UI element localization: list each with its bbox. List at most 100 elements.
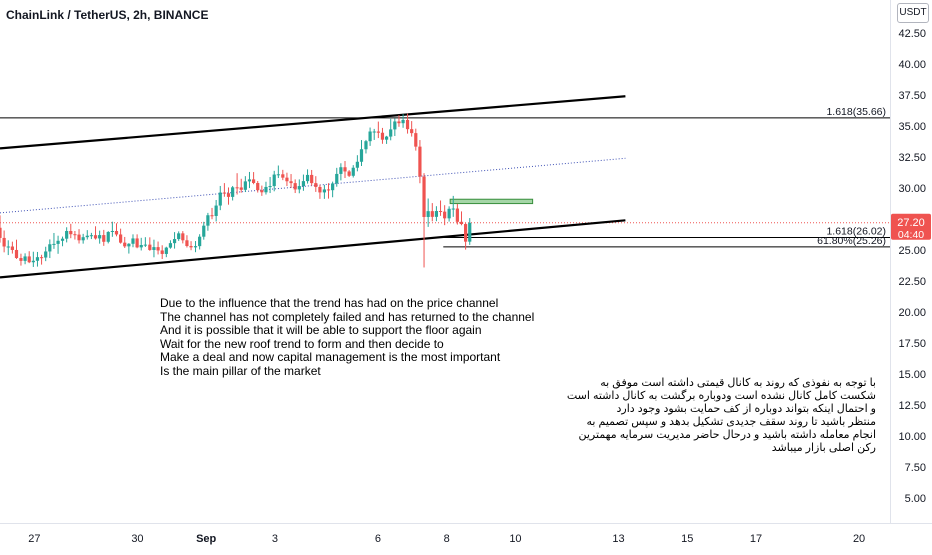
candle-body [331, 183, 335, 191]
candle-body [85, 235, 89, 238]
persian-annotation: با توجه به نفوذی که روند به کانال قیمتی … [566, 377, 876, 454]
candle-body [310, 174, 314, 184]
candle-body [31, 260, 35, 263]
candle-body [6, 246, 10, 248]
candle-body [401, 119, 405, 124]
time-tick-label: 30 [131, 533, 143, 545]
candle-body [343, 167, 347, 172]
candle-body [143, 244, 147, 246]
candle-body [443, 211, 447, 219]
candle-body [226, 193, 231, 197]
candle-body [193, 246, 198, 248]
candle-body [156, 247, 160, 251]
candle-body [168, 243, 173, 248]
candle-body [65, 230, 69, 239]
candle-body [198, 236, 202, 247]
candle-body [447, 208, 451, 219]
price-tick-label: 42.50 [898, 28, 926, 40]
candle-body [459, 221, 464, 225]
candle-body [210, 215, 214, 217]
candle-body [451, 208, 455, 210]
candle-body [93, 235, 98, 239]
time-tick-label: 27 [28, 533, 40, 545]
candle-body [276, 174, 280, 176]
candle-body [35, 257, 40, 261]
price-tick-label: 12.50 [898, 400, 926, 412]
candle-body [231, 187, 235, 197]
candle-body [272, 174, 276, 187]
price-tick-label: 37.50 [898, 90, 926, 102]
candle-body [351, 167, 355, 176]
candle-body [56, 240, 60, 244]
time-tick-label: 13 [612, 533, 624, 545]
time-tick-label: 17 [750, 533, 762, 545]
candle-body [189, 246, 193, 248]
candle-body [131, 238, 135, 244]
candle-body [77, 234, 81, 241]
price-tick-label: 20.00 [898, 307, 926, 319]
candle-body [222, 192, 226, 194]
candle-body [152, 247, 156, 250]
candle-body [297, 186, 301, 190]
price-tick-label: 17.50 [898, 338, 926, 350]
candle-body [260, 190, 264, 193]
candle-body [39, 257, 44, 259]
english-annotation: Due to the influence that the trend has … [160, 296, 535, 378]
price-tick-label: 25.00 [898, 245, 926, 257]
candle-body [81, 237, 85, 241]
price-tick-label: 35.00 [898, 121, 926, 133]
candle-body [135, 238, 139, 248]
fib-level-label: 1.618(26.02) [826, 225, 886, 237]
channel-mid-line [0, 157, 626, 214]
candle-body [251, 179, 256, 183]
candle-body [110, 230, 114, 232]
candle-body [268, 186, 272, 188]
candle-body [368, 131, 372, 142]
candle-body [455, 208, 459, 222]
candle-body [164, 247, 168, 254]
candle-body [247, 179, 252, 182]
candle-body [60, 238, 65, 241]
candle-body [410, 129, 414, 134]
candle-body [339, 167, 343, 174]
candle-body [314, 183, 318, 187]
candle-body [202, 225, 206, 237]
candle-body [285, 177, 289, 182]
time-tick-label: 10 [509, 533, 521, 545]
candle-body [2, 237, 6, 247]
price-tick-label: 40.00 [898, 59, 926, 71]
candle-body [177, 233, 181, 240]
candle-body [23, 256, 27, 261]
time-tick-label: 8 [444, 533, 450, 545]
price-tick-label: 5.00 [905, 493, 926, 505]
time-tick-label: 3 [272, 533, 278, 545]
candle-body [102, 235, 106, 242]
candle-body [318, 186, 322, 193]
price-tick-label: 30.00 [898, 183, 926, 195]
price-tick-label: 22.50 [898, 276, 926, 288]
candle-body [359, 149, 364, 162]
price-tick-label: 32.50 [898, 152, 926, 164]
countdown-label: 04:40 [898, 229, 924, 241]
candle-body [214, 205, 218, 216]
candle-body [426, 211, 430, 217]
fib-level-label: 61.80%(25.26) [817, 235, 886, 247]
price-tick-label: 15.00 [898, 369, 926, 381]
candle-body [364, 141, 368, 150]
candle-body [322, 189, 326, 193]
candle-body [239, 187, 243, 190]
fib-level-label: 1.618(35.66) [826, 106, 886, 118]
candle-body [418, 146, 422, 177]
candle-body [52, 243, 56, 245]
candle-body [181, 233, 185, 241]
currency-button[interactable]: USDT [897, 3, 929, 23]
candle-body [206, 215, 210, 226]
candle-body [106, 231, 110, 242]
candle-body [98, 235, 102, 239]
candle-body [397, 121, 401, 124]
time-tick-label: 6 [375, 533, 381, 545]
time-tick-label: Sep [196, 533, 216, 545]
candle-body [380, 132, 385, 140]
